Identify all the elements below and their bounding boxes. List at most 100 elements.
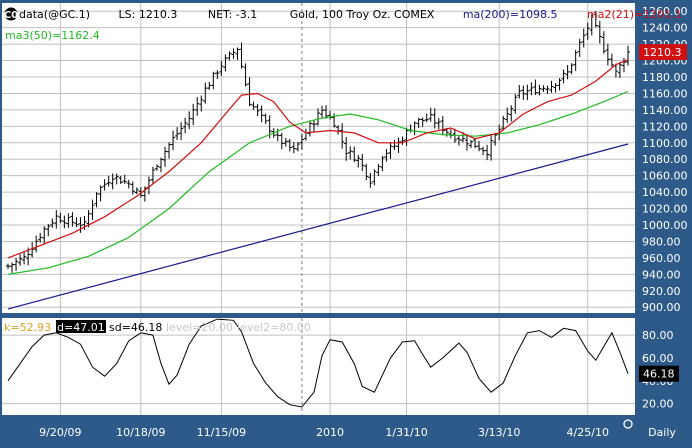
price-tick-label: 1080.00 bbox=[642, 153, 688, 166]
ma200-legend: ma(200)=1098.5 bbox=[463, 8, 558, 21]
ohlc-bar bbox=[356, 154, 361, 168]
ohlc-bar bbox=[541, 85, 546, 92]
ohlc-bar bbox=[493, 132, 498, 146]
date-tick-label: 1/31/10 bbox=[385, 426, 427, 439]
date-tick-label: 3/13/10 bbox=[478, 426, 520, 439]
ohlc-bar bbox=[621, 57, 626, 73]
stochastic-legend: k=52.93 d=47.01 sd=46.18 level=20.00 lev… bbox=[0, 320, 311, 334]
ohlc-bar bbox=[452, 128, 457, 143]
interval-label[interactable]: Daily bbox=[648, 426, 676, 439]
date-tick-label: 2010 bbox=[316, 426, 344, 439]
sd-line bbox=[7, 318, 629, 408]
price-tick-label: 980.00 bbox=[642, 235, 681, 248]
ohlc-bar bbox=[565, 65, 570, 80]
ohlc-bar bbox=[122, 174, 127, 185]
ohlc-bar bbox=[553, 83, 558, 93]
ohlc-bar bbox=[158, 157, 163, 173]
last-price-badge bbox=[639, 44, 687, 61]
price-tick-label: 1060.00 bbox=[642, 170, 688, 183]
stochastic-value-badge bbox=[639, 365, 679, 382]
ohlc-bar bbox=[263, 113, 268, 124]
ohlc-bar bbox=[134, 187, 139, 195]
ohlc-bar bbox=[424, 113, 429, 123]
ohlc-bar bbox=[456, 135, 461, 146]
ohlc-bar bbox=[150, 166, 155, 184]
price-tick-label: 1040.00 bbox=[642, 186, 688, 199]
ohlc-bar bbox=[110, 173, 115, 190]
ohlc-bar bbox=[10, 262, 15, 273]
ohlc-bar bbox=[203, 82, 208, 104]
interval-selector[interactable]: Daily bbox=[623, 419, 676, 439]
stochastic-value-label: 46.18 bbox=[643, 368, 675, 381]
ohlc-bar bbox=[501, 115, 506, 131]
ohlc-bar bbox=[320, 105, 325, 118]
ohlc-bar bbox=[231, 48, 236, 59]
ohlc-bar bbox=[344, 137, 349, 161]
ohlc-bar bbox=[549, 80, 554, 93]
price-tick-label: 1260.00 bbox=[642, 5, 688, 18]
ohlc-bar bbox=[187, 111, 192, 130]
net-change-text: NET: -3.1 bbox=[208, 8, 257, 21]
ohlc-bar bbox=[617, 61, 622, 79]
price-tick-label: 900.00 bbox=[642, 301, 681, 314]
ohlc-bar bbox=[167, 142, 172, 159]
stochastic-panel bbox=[2, 318, 635, 415]
ohlc-bar bbox=[626, 45, 630, 66]
svg-text:k=52.93: k=52.93 bbox=[0, 321, 69, 334]
ohlc-bar bbox=[6, 263, 10, 270]
ma50-line bbox=[7, 90, 629, 275]
ohlc-bar bbox=[235, 47, 240, 60]
ohlc-bar bbox=[601, 31, 606, 54]
price-tick-label: 940.00 bbox=[642, 268, 681, 281]
ohlc-bar bbox=[521, 85, 526, 100]
ohlc-bar bbox=[163, 146, 168, 167]
ohlc-bar bbox=[247, 77, 252, 107]
ohlc-bar bbox=[118, 175, 123, 185]
ohlc-bar bbox=[14, 258, 19, 271]
stochastic-line bbox=[7, 318, 629, 408]
ohlc-bar bbox=[324, 105, 329, 119]
ohlc-bar bbox=[332, 113, 337, 128]
ohlc-bar bbox=[593, 11, 598, 28]
ohlc-bar bbox=[126, 179, 131, 189]
ohlc-bar bbox=[581, 28, 586, 48]
ohlc-bar bbox=[533, 79, 538, 96]
price-tick-label: 1180.00 bbox=[642, 71, 688, 84]
ohlc-bar bbox=[154, 164, 159, 171]
price-tick-label: 1020.00 bbox=[642, 203, 688, 216]
symbol-badge bbox=[4, 7, 18, 21]
ohlc-bar bbox=[420, 117, 425, 127]
ohlc-bar bbox=[283, 137, 288, 147]
symbol-text: data(@GC.1) bbox=[19, 8, 90, 21]
stochastic-tick-label: 60.00 bbox=[642, 352, 674, 365]
ohlc-bar bbox=[364, 163, 369, 181]
ohlc-bar bbox=[416, 117, 421, 129]
ohlc-bar bbox=[195, 96, 200, 116]
ohlc-bar bbox=[597, 20, 602, 44]
last-price-label: 1210.3 bbox=[643, 46, 682, 59]
ma21-line bbox=[7, 59, 629, 259]
ma50-legend: ma3(50)=1162.4 bbox=[5, 29, 100, 42]
ma21-legend: ma2(21)=1201.1 bbox=[587, 8, 682, 21]
ohlc-bar bbox=[372, 169, 377, 186]
ohlc-bar bbox=[207, 81, 212, 90]
date-tick-label: 10/18/09 bbox=[116, 426, 165, 439]
ohlc-bar bbox=[255, 103, 260, 117]
date-tick-label: 9/20/09 bbox=[39, 426, 81, 439]
ohlc-bar bbox=[243, 63, 248, 87]
ohlc-bar bbox=[74, 217, 79, 228]
ohlc-bar bbox=[577, 38, 582, 57]
ohlc-bar bbox=[396, 137, 401, 153]
price-bars bbox=[6, 11, 630, 273]
ohlc-bar bbox=[404, 127, 409, 146]
ohlc-bar bbox=[517, 84, 522, 99]
interval-circle-icon[interactable] bbox=[623, 419, 633, 429]
ohlc-bar bbox=[605, 43, 610, 66]
ohlc-bar bbox=[299, 133, 304, 150]
ohlc-bar bbox=[561, 69, 566, 84]
header-line: data(@GC.1) LS: 1210.3 NET: -3.1 Gold, 1… bbox=[0, 8, 692, 21]
ohlc-bar bbox=[251, 101, 256, 110]
ohlc-bar bbox=[78, 217, 83, 233]
